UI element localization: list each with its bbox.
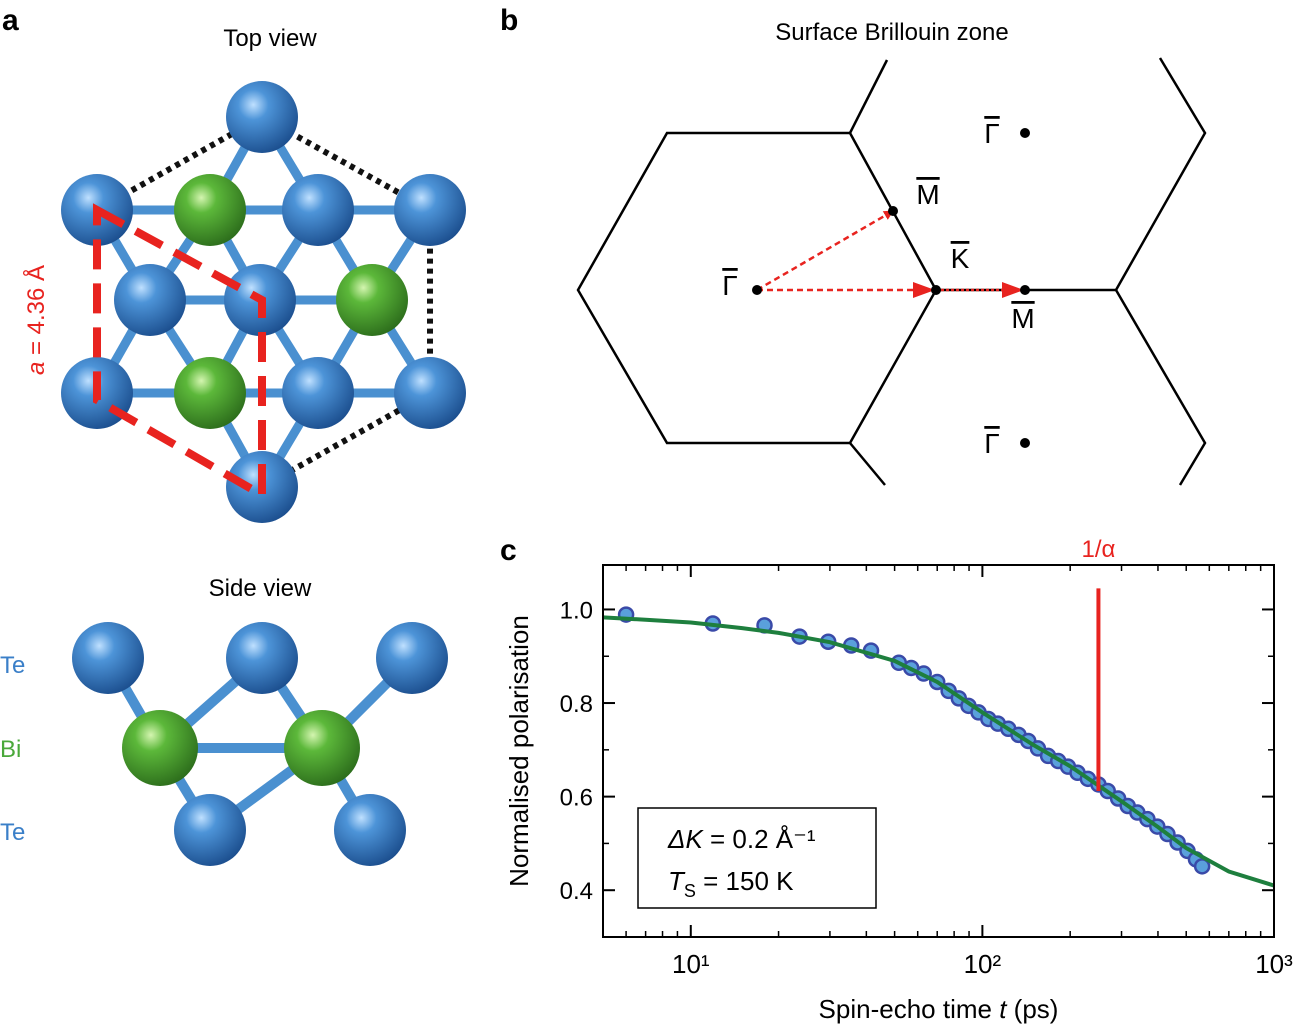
top-view-title: Top view [223,25,317,52]
y-axis-label: Normalised polarisation [504,615,534,887]
point-label: K [951,243,970,274]
point-label: M [916,179,939,210]
plot-frame [602,564,1275,938]
side-view-title: Side view [209,575,312,602]
panel-title: Surface Brillouin zone [775,19,1008,46]
point-label: M [1011,303,1034,334]
annotation-subscript: S [684,881,696,901]
point-label: Γ [722,270,737,301]
y-tick-label: 0.6 [560,785,593,812]
top-view-atoms [61,81,466,523]
x-axis-label: Spin-echo time t (ps) [819,994,1059,1024]
annotation-value: = 0.2 Å⁻¹ [703,824,816,854]
lattice-symbol: a [23,362,50,375]
x-axis-label-part: (ps) [1006,994,1058,1024]
lattice-value: = 4.36 Å [22,265,50,362]
x-axis-label-part: Spin-echo time [819,994,1000,1024]
path-arrows [756,209,1024,298]
y-tick-label: 0.8 [560,691,593,718]
data-point [1193,858,1211,875]
fit-line [602,615,1275,888]
panel-label: c [500,534,517,567]
panel-label: a [2,4,19,37]
annotation: TS = 150 K [668,866,794,901]
symmetry-points [752,128,1030,448]
plot: 1/α 10¹ 10² 10³ 0.4 0.6 0.8 1.0 Normalised polar… [504,536,1293,1024]
y-tick-label: 0.4 [560,878,593,905]
point-label: Γ [984,428,999,459]
annotation-box [637,807,877,909]
point-label: Γ [984,118,999,149]
annotation: ΔK = 0.2 Å⁻¹ [667,824,816,854]
y-tick-label: 1.0 [560,597,593,624]
x-tick-label: 10² [964,949,1002,979]
side-view-atoms [72,622,448,866]
x-tick-label: 10³ [1255,949,1293,979]
unit-cell-dashed [93,203,266,502]
lattice-constant: a = 4.36 Å [22,265,50,375]
brillouin-zone [576,57,1207,486]
marker-label: 1/α [1081,536,1115,563]
layer-label: Te [0,652,25,679]
x-axis-label-part: t [999,994,1008,1024]
layer-label: Te [0,819,25,846]
annotation-symbol: ΔK [667,824,704,854]
x-tick-label: 10¹ [672,949,710,979]
annotation-symbol: T [668,866,686,896]
panel-label: b [500,4,518,37]
layer-label: Bi [0,736,21,763]
annotation-value: = 150 K [696,866,794,896]
